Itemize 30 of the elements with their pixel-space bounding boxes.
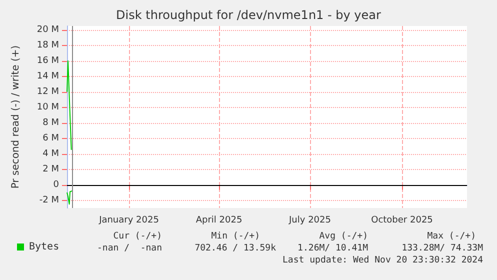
y-tick-label: 6 M [42, 133, 59, 144]
y-tick-label: 4 M [42, 148, 59, 159]
x-tick-label: April 2025 [196, 216, 242, 226]
y-tick-label: 8 M [42, 118, 59, 128]
chart-title: Disk throughput for /dev/nvme1n1 - by year [116, 8, 382, 22]
text: Last update: Wed Nov 20 23:30:32 2024 [282, 256, 483, 266]
y-tick-label: 12 M [36, 86, 59, 97]
line-series [66, 190, 72, 205]
y-tick-label: 14 M [36, 71, 59, 82]
y-tick-label: 20 M [36, 24, 59, 35]
y-tick-label: -2 M [39, 195, 59, 206]
y-tick-label: 10 M [36, 102, 59, 112]
text: Max (-/+) [427, 232, 476, 242]
text: 133.28M/ 74.33M [402, 244, 484, 254]
text: Avg (-/+) [319, 232, 368, 242]
text: 702.46 / 13.59k [194, 244, 277, 254]
x-tick-label: January 2025 [98, 216, 159, 226]
y-tick-label: 16 M [36, 56, 59, 66]
text: -nan / -nan [96, 244, 162, 254]
legend-label: Bytes [29, 242, 60, 252]
text: 1.26M/ 10.41M [298, 244, 369, 254]
y-tick-label: 18 M [36, 40, 59, 50]
text: Min (-/+) [211, 232, 260, 242]
text: Cur (-/+) [113, 232, 162, 242]
line-series [66, 60, 72, 150]
x-tick-label: October 2025 [371, 216, 433, 226]
x-tick-label: July 2025 [288, 216, 331, 226]
y-tick-label: 2 M [42, 164, 59, 174]
y-tick-label: 0 [53, 180, 60, 190]
y-axis-title: Pr second read (-) / write (+) [10, 45, 22, 189]
